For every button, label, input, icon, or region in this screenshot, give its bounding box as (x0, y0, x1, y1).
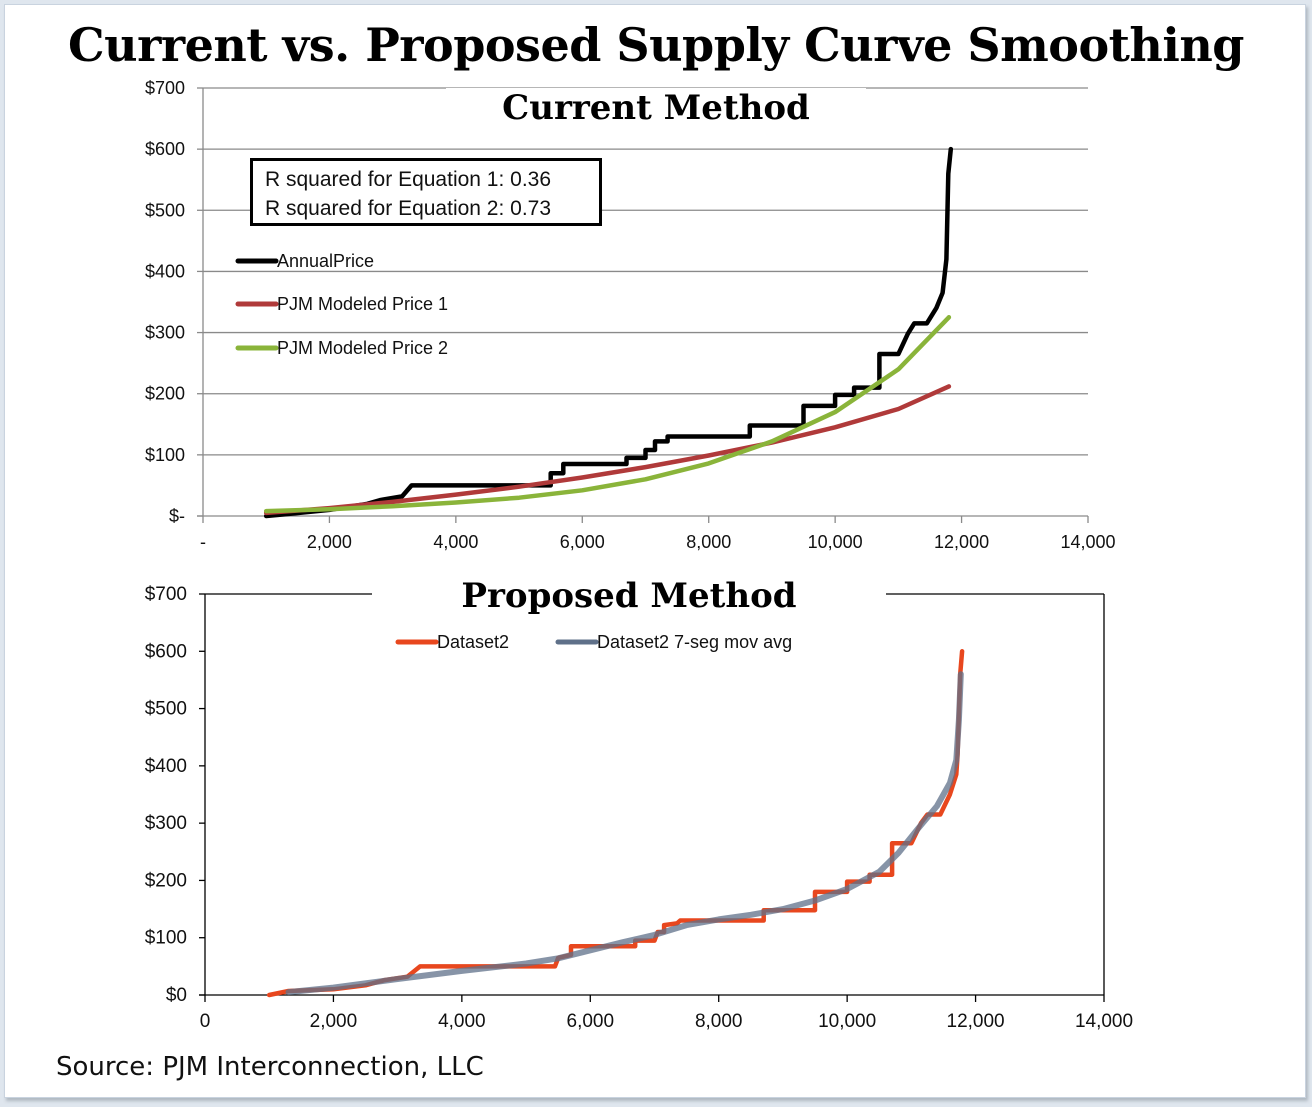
x-tick-label: 12,000 (947, 1011, 1005, 1032)
x-tick-label: 2,000 (310, 1011, 358, 1032)
legend-label: AnnualPrice (277, 251, 374, 271)
proposed-method-title: Proposed Method (372, 576, 886, 624)
series-line-dataset2-7-seg-mov-avg (285, 671, 964, 996)
legend-label: PJM Modeled Price 2 (277, 338, 448, 358)
x-tick-label: 6,000 (560, 532, 605, 552)
y-tick-label: $700 (145, 78, 185, 98)
x-tick-label: 8,000 (695, 1011, 743, 1032)
x-tick-label: 8,000 (686, 532, 731, 552)
y-tick-label: $200 (145, 384, 185, 404)
y-tick-label: $500 (145, 200, 185, 220)
source-note: Source: PJM Interconnection, LLC (56, 1052, 484, 1082)
y-tick-label: $700 (145, 584, 187, 605)
x-tick-label: 6,000 (567, 1011, 615, 1032)
y-tick-label: $- (169, 506, 185, 526)
legend-label: Dataset2 (437, 632, 509, 652)
series-line-pjm-modeled-price-1 (263, 384, 952, 516)
x-tick-label: 14,000 (1060, 532, 1115, 552)
y-tick-label: $0 (166, 985, 187, 1006)
series-line-annualprice (263, 146, 954, 519)
legend-label: PJM Modeled Price 1 (277, 294, 448, 314)
x-tick-label: 10,000 (808, 532, 863, 552)
y-tick-label: $600 (145, 641, 187, 662)
r-squared-eq2: R squared for Equation 2: 0.73 (265, 197, 552, 220)
current-method-title: Current Method (446, 88, 866, 136)
r-squared-annotation: R squared for Equation 1: 0.36 R squared… (250, 158, 602, 226)
y-tick-label: $100 (145, 928, 187, 949)
y-tick-label: $400 (145, 756, 187, 777)
y-tick-label: $300 (145, 813, 187, 834)
y-tick-label: $500 (145, 699, 187, 720)
y-tick-label: $100 (145, 445, 185, 465)
series-line-pjm-modeled-price-2 (263, 315, 952, 514)
x-tick-label: 12,000 (934, 532, 989, 552)
y-tick-label: $400 (145, 261, 185, 281)
x-tick-label: 14,000 (1075, 1011, 1133, 1032)
slide-frame (4, 4, 1306, 1098)
x-tick-label: 10,000 (818, 1011, 876, 1032)
y-tick-label: $600 (145, 139, 185, 159)
x-tick-label: 4,000 (433, 532, 478, 552)
y-tick-label: $200 (145, 870, 187, 891)
x-tick-label: 2,000 (307, 532, 352, 552)
legend-label: Dataset2 7-seg mov avg (597, 632, 792, 652)
x-tick-label: 0 (200, 1011, 211, 1032)
r-squared-eq1: R squared for Equation 1: 0.36 (265, 168, 552, 191)
x-tick-label: 4,000 (438, 1011, 486, 1032)
y-tick-label: $300 (145, 323, 185, 343)
x-tick-label: - (200, 532, 206, 552)
page-title: Current vs. Proposed Supply Curve Smooth… (68, 18, 1244, 72)
